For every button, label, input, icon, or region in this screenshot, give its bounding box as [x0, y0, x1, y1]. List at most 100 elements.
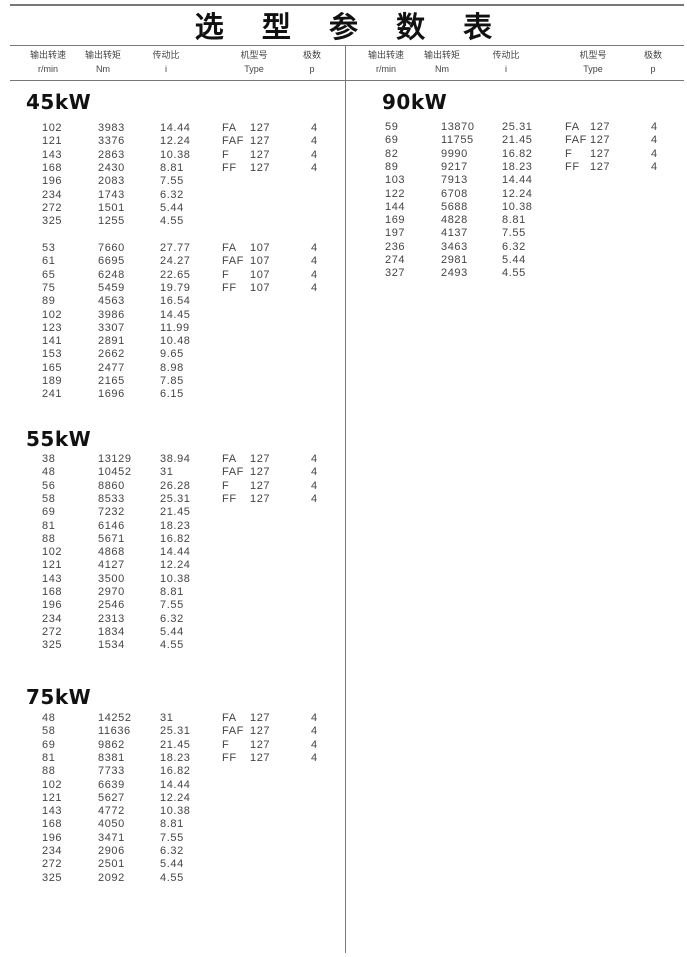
- ratio-cell: 16.82: [160, 532, 191, 545]
- power-heading: 75kW: [26, 685, 92, 709]
- type-series-cell: FF: [222, 281, 237, 294]
- column-header-unit: r/min: [376, 64, 396, 74]
- output-torque-cell: 9217: [441, 160, 468, 173]
- output-speed-cell: 48: [42, 712, 56, 724]
- ratio-cell: 11.99: [160, 321, 190, 334]
- output-speed-cell: 153: [42, 348, 63, 361]
- column-header-i: 传动比: [152, 50, 180, 60]
- ratio-cell: 6.32: [160, 188, 184, 201]
- output-speed-cell: 272: [42, 201, 63, 214]
- output-torque-cell: 7660: [98, 242, 125, 254]
- output-torque-cell: 2863: [98, 148, 125, 161]
- ratio-cell: 18.23: [160, 519, 191, 532]
- poles-cell: 4: [311, 122, 318, 134]
- ratio-cell: 18.23: [160, 751, 191, 764]
- type-series-cell: FF: [222, 751, 237, 764]
- output-speed-cell: 327: [385, 267, 406, 280]
- output-torque-cell: 1834: [98, 625, 125, 638]
- type-series-cell: F: [222, 738, 230, 751]
- column-header-type: 机型号: [240, 50, 268, 60]
- ratio-cell: 6.32: [160, 845, 184, 857]
- output-speed-cell: 272: [42, 858, 63, 871]
- column-header-nm: 输出转矩: [423, 50, 460, 60]
- poles-cell: 4: [311, 466, 318, 479]
- output-speed-cell: 143: [42, 805, 63, 818]
- output-speed-cell: 69: [42, 738, 56, 751]
- output-torque-cell: 3307: [98, 321, 125, 334]
- output-speed-cell: 102: [42, 778, 63, 791]
- ratio-cell: 12.24: [502, 187, 533, 200]
- output-torque-cell: 7232: [98, 506, 125, 519]
- output-torque-cell: 1534: [98, 639, 125, 652]
- output-torque-cell: 2313: [98, 612, 125, 625]
- ratio-cell: 26.28: [160, 479, 191, 492]
- poles-cell: 4: [311, 242, 318, 254]
- column-header-unit: p: [309, 64, 315, 74]
- ratio-cell: 14.44: [160, 546, 191, 559]
- poles-cell: 4: [651, 121, 658, 133]
- output-torque-cell: 4772: [98, 805, 125, 818]
- type-series-cell: FAF: [222, 255, 244, 268]
- ratio-cell: 12.24: [160, 559, 191, 572]
- output-speed-cell: 325: [42, 871, 63, 884]
- ratio-cell: 8.81: [160, 818, 184, 831]
- output-speed-cell: 56: [42, 479, 56, 492]
- ratio-cell: 25.31: [160, 725, 191, 738]
- output-torque-cell: 3376: [98, 135, 125, 148]
- power-heading: 90kW: [382, 90, 448, 114]
- ratio-cell: 6.32: [502, 240, 526, 253]
- output-speed-cell: 241: [42, 388, 63, 401]
- ratio-cell: 5.44: [160, 858, 184, 871]
- output-torque-cell: 2165: [98, 375, 125, 387]
- output-torque-cell: 2477: [98, 361, 125, 374]
- output-torque-cell: 6695: [98, 255, 125, 268]
- output-speed-cell: 123: [42, 321, 63, 334]
- poles-cell: 4: [311, 268, 318, 281]
- type-series-cell: F: [565, 147, 573, 160]
- ratio-cell: 19.79: [160, 281, 191, 294]
- type-size-cell: 127: [250, 453, 271, 465]
- column-header-nm: 输出转矩: [84, 50, 121, 60]
- ratio-cell: 16.54: [160, 295, 191, 308]
- type-series-cell: FF: [222, 161, 237, 174]
- ratio-cell: 4.55: [160, 639, 184, 652]
- output-torque-cell: 2546: [98, 599, 125, 612]
- ratio-cell: 25.31: [160, 492, 191, 505]
- column-header-unit: Type: [244, 64, 264, 74]
- output-torque-cell: 4828: [441, 214, 468, 227]
- output-speed-cell: 189: [42, 375, 63, 387]
- ratio-cell: 4.55: [160, 871, 184, 884]
- ratio-cell: 14.44: [502, 174, 533, 187]
- output-speed-cell: 236: [385, 240, 406, 253]
- output-torque-cell: 3986: [98, 308, 125, 321]
- output-torque-cell: 4127: [98, 559, 125, 572]
- output-torque-cell: 2662: [98, 348, 125, 361]
- type-size-cell: 127: [250, 161, 271, 174]
- output-speed-cell: 58: [42, 492, 56, 505]
- output-speed-cell: 59: [385, 121, 399, 133]
- output-torque-cell: 5671: [98, 532, 125, 545]
- ratio-cell: 25.31: [502, 121, 533, 133]
- output-torque-cell: 1743: [98, 188, 125, 201]
- ratio-cell: 16.82: [160, 765, 191, 778]
- ratio-cell: 7.55: [160, 831, 184, 844]
- ratio-cell: 10.38: [160, 805, 191, 818]
- type-series-cell: F: [222, 268, 230, 281]
- ratio-cell: 6.32: [160, 612, 184, 625]
- type-series-cell: F: [222, 479, 230, 492]
- type-size-cell: 127: [590, 147, 611, 160]
- output-torque-cell: 6708: [441, 187, 468, 200]
- type-size-cell: 107: [250, 281, 271, 294]
- output-torque-cell: 8860: [98, 479, 125, 492]
- type-size-cell: 127: [590, 121, 611, 133]
- output-speed-cell: 144: [385, 200, 406, 213]
- output-speed-cell: 48: [42, 466, 56, 479]
- output-speed-cell: 69: [385, 134, 399, 147]
- column-header-unit: r/min: [38, 64, 58, 74]
- ratio-cell: 10.38: [160, 572, 191, 585]
- output-torque-cell: 2891: [98, 335, 125, 348]
- output-torque-cell: 2092: [98, 871, 125, 884]
- output-torque-cell: 2906: [98, 845, 125, 857]
- ratio-cell: 12.24: [160, 791, 191, 804]
- ratio-cell: 12.24: [160, 135, 191, 148]
